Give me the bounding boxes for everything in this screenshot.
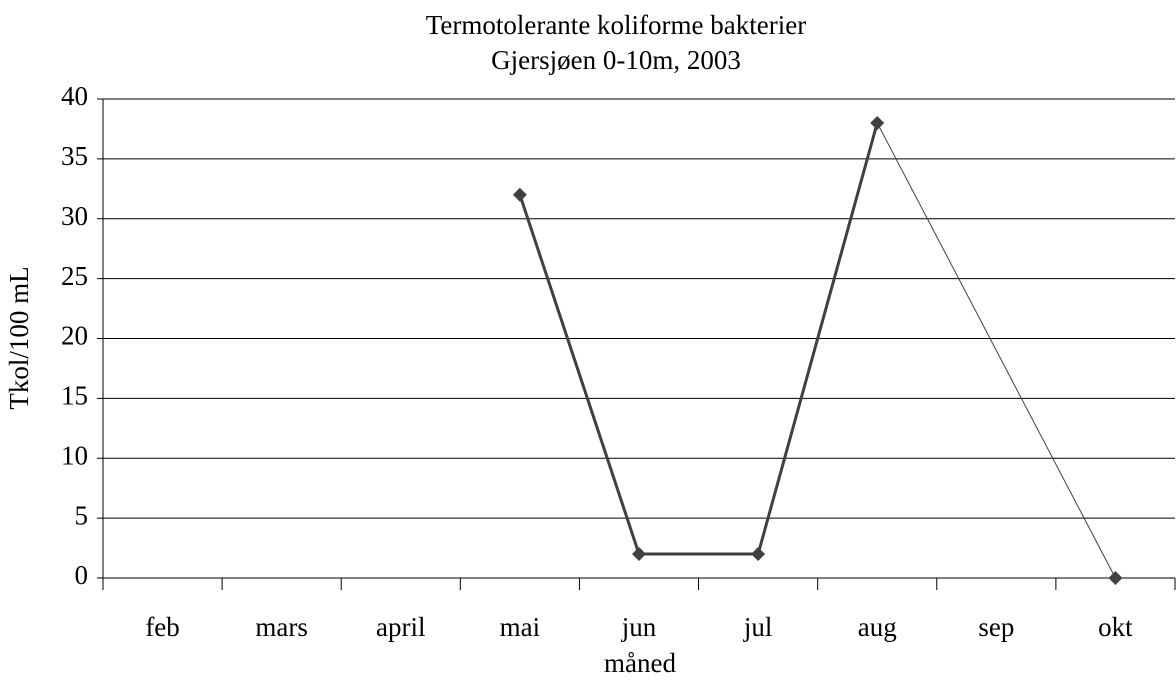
gap-connector	[876, 122, 1116, 579]
y-tick-label: 10	[61, 440, 88, 470]
y-tick-label: 20	[61, 321, 88, 351]
x-tick-label: feb	[145, 612, 179, 642]
y-tick-label: 30	[61, 201, 88, 231]
x-tick-label: aug	[858, 612, 897, 642]
marker	[1108, 571, 1123, 585]
x-tick-label: jul	[743, 612, 773, 642]
x-tick-label: mars	[255, 612, 307, 642]
x-tick-label: mai	[500, 612, 541, 642]
x-axis-label: måned	[604, 648, 676, 678]
x-tick-label: jun	[621, 612, 657, 642]
y-tick-label: 5	[75, 500, 89, 530]
y-tick-label: 40	[61, 81, 88, 111]
marker	[512, 187, 527, 202]
chart-title: Termotolerante koliforme bakterier	[426, 10, 806, 40]
line-series	[518, 122, 879, 556]
marker	[632, 547, 646, 562]
y-tick-label: 15	[61, 381, 88, 411]
x-tick-label: april	[376, 612, 425, 642]
y-tick-label: 0	[75, 560, 89, 590]
y-tick-label: 35	[61, 141, 88, 171]
chart-subtitle: Gjersjøen 0-10m, 2003	[491, 45, 741, 75]
x-tick-label: sep	[978, 612, 1014, 642]
y-axis-label: Tkol/100 mL	[4, 266, 34, 409]
y-tick-label: 25	[61, 261, 88, 291]
marker	[870, 115, 885, 130]
marker	[751, 547, 766, 562]
x-tick-label: okt	[1098, 612, 1133, 642]
